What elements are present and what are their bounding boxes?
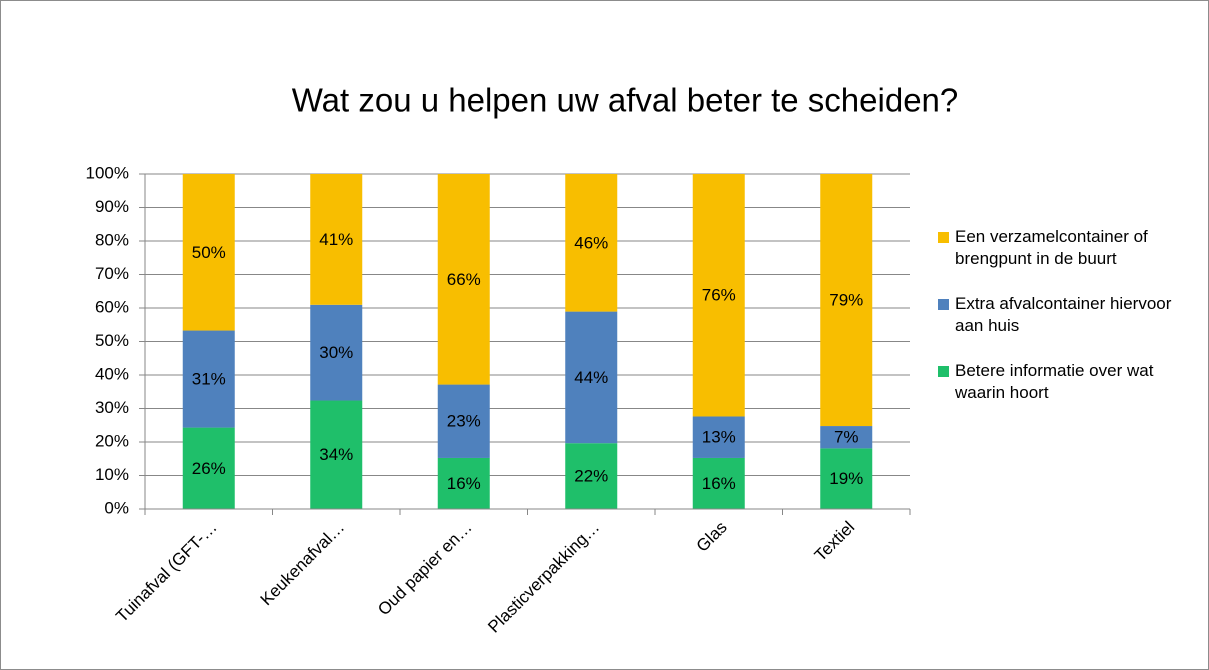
bar-segment bbox=[565, 174, 618, 312]
legend-label: Een verzamelcontainer of brengpunt in de… bbox=[955, 227, 1148, 268]
legend-item: Extra afvalcontainer hiervoor aan huis bbox=[938, 293, 1203, 337]
data-label: 76% bbox=[702, 286, 736, 305]
bar-segment bbox=[820, 426, 873, 449]
data-label: 16% bbox=[702, 474, 736, 493]
bar-segment bbox=[565, 443, 618, 509]
x-tick-label: Glas bbox=[693, 518, 731, 556]
y-tick-label: 40% bbox=[95, 364, 129, 383]
data-label: 13% bbox=[702, 428, 736, 447]
bar-segment bbox=[310, 304, 363, 401]
bar-segment bbox=[437, 457, 490, 509]
legend-swatch bbox=[938, 232, 949, 243]
x-tick-label: Oud papier en… bbox=[374, 518, 476, 620]
y-tick-label: 30% bbox=[95, 398, 129, 417]
data-label: 66% bbox=[447, 270, 481, 289]
y-tick-label: 10% bbox=[95, 465, 129, 484]
bar-segment bbox=[437, 384, 490, 458]
data-label: 26% bbox=[192, 459, 226, 478]
data-label: 79% bbox=[829, 291, 863, 310]
bar-segment bbox=[182, 330, 235, 428]
bar-segment bbox=[565, 311, 618, 444]
data-label: 23% bbox=[447, 412, 481, 431]
bar-segment bbox=[692, 457, 745, 509]
data-label: 19% bbox=[829, 469, 863, 488]
data-label: 44% bbox=[574, 368, 608, 387]
x-tick-label: Plasticverpakking… bbox=[484, 518, 603, 637]
bar-segment bbox=[310, 174, 363, 305]
x-tick-label: Tuinafval (GFT-… bbox=[112, 518, 221, 627]
y-tick-label: 100% bbox=[86, 163, 129, 182]
legend-item: Betere informatie over wat waarin hoort bbox=[938, 360, 1203, 404]
legend-label: Extra afvalcontainer hiervoor aan huis bbox=[955, 294, 1172, 335]
x-tick-label: Keukenafval… bbox=[257, 518, 349, 610]
data-label: 22% bbox=[574, 467, 608, 486]
data-label: 30% bbox=[319, 343, 353, 362]
legend-swatch bbox=[938, 299, 949, 310]
legend-swatch bbox=[938, 366, 949, 377]
data-label: 46% bbox=[574, 233, 608, 252]
data-label: 34% bbox=[319, 445, 353, 464]
data-label: 31% bbox=[192, 370, 226, 389]
legend-item: Een verzamelcontainer of brengpunt in de… bbox=[938, 226, 1203, 270]
bar-segment bbox=[692, 174, 745, 417]
bar-segment bbox=[182, 427, 235, 509]
bar-segment bbox=[182, 174, 235, 331]
y-tick-label: 20% bbox=[95, 431, 129, 450]
bar-segment bbox=[820, 448, 873, 509]
data-label: 7% bbox=[834, 428, 859, 447]
data-label: 41% bbox=[319, 230, 353, 249]
y-tick-label: 80% bbox=[95, 230, 129, 249]
y-tick-label: 60% bbox=[95, 297, 129, 316]
y-tick-label: 70% bbox=[95, 264, 129, 283]
legend-label: Betere informatie over wat waarin hoort bbox=[955, 361, 1154, 402]
y-tick-label: 0% bbox=[104, 498, 129, 517]
chart-title: Wat zou u helpen uw afval beter te schei… bbox=[292, 82, 959, 119]
x-tick-label: Textiel bbox=[811, 518, 859, 566]
bar-segment bbox=[437, 174, 490, 385]
y-tick-label: 50% bbox=[95, 331, 129, 350]
bar-segment bbox=[820, 174, 873, 427]
bar-segment bbox=[692, 416, 745, 458]
y-tick-label: 90% bbox=[95, 197, 129, 216]
data-label: 50% bbox=[192, 243, 226, 262]
bar-segment bbox=[310, 400, 363, 509]
data-label: 16% bbox=[447, 474, 481, 493]
